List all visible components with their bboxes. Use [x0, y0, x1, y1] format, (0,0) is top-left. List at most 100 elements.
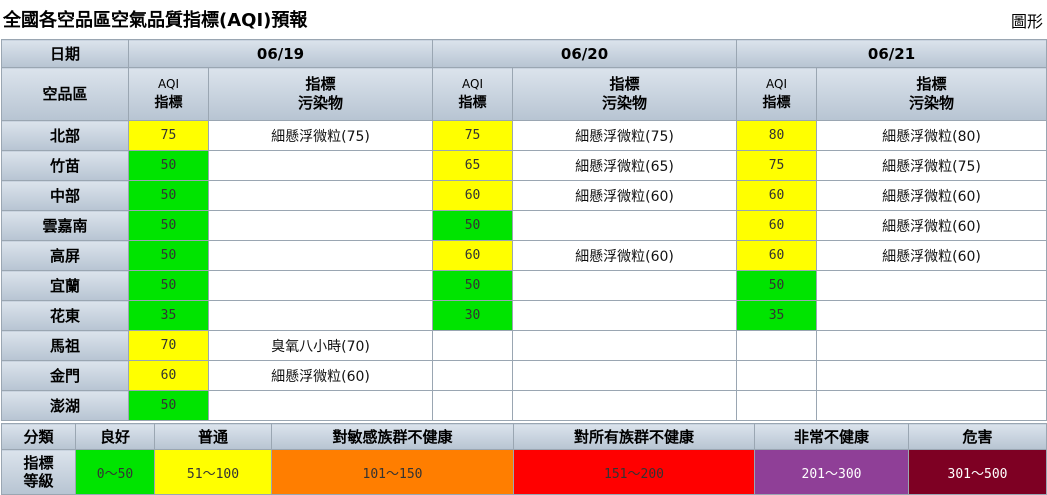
pollutant-value — [207, 210, 434, 241]
aqi-value: 50 — [736, 270, 818, 301]
pollutant-header-line2: 污染物 — [909, 94, 955, 112]
region-name: 雲嘉南 — [1, 210, 129, 241]
pollutant-header-line2: 污染物 — [602, 94, 648, 112]
pollutant-value — [512, 300, 738, 331]
aqi-value: 75 — [128, 120, 209, 151]
pollutant-value: 細懸浮微粒(65) — [512, 150, 738, 181]
pollutant-value — [207, 150, 434, 181]
pollutant-value — [512, 330, 738, 361]
level-name: 良好 — [75, 423, 155, 450]
pollutant-value — [207, 300, 434, 331]
aqi-value: 50 — [128, 240, 209, 271]
aqi-value: 60 — [736, 210, 818, 241]
aqi-header-line2: 指標 — [154, 95, 183, 111]
level-range: 51～100 — [154, 449, 272, 495]
level-label-line2: 等級 — [23, 472, 54, 490]
aqi-column-header: AQI 指標 — [432, 67, 514, 121]
aqi-value: 70 — [128, 330, 209, 361]
category-label: 分類 — [1, 423, 76, 450]
aqi-value: 60 — [736, 180, 818, 211]
region-name: 北部 — [1, 120, 129, 151]
region-name: 馬祖 — [1, 330, 129, 361]
date-label: 日期 — [1, 39, 129, 68]
region-row: 雲嘉南 50 50 60 細懸浮微粒(60) — [1, 210, 1047, 241]
region-name: 高屏 — [1, 240, 129, 271]
level-range: 201～300 — [754, 449, 909, 495]
aqi-value: 50 — [128, 390, 209, 421]
pollutant-value: 細懸浮微粒(75) — [207, 120, 434, 151]
level-label-line1: 指標 — [23, 454, 54, 472]
region-row: 竹苗 50 65 細懸浮微粒(65) 75 細懸浮微粒(75) — [1, 150, 1047, 181]
region-label: 空品區 — [1, 67, 129, 121]
pollutant-value — [816, 270, 1047, 301]
date-header: 06/21 — [736, 39, 1047, 68]
region-name: 中部 — [1, 180, 129, 211]
pollutant-value — [816, 360, 1047, 391]
region-row: 金門 60 細懸浮微粒(60) — [1, 360, 1047, 391]
date-header: 06/19 — [127, 39, 434, 68]
aqi-value: 60 — [432, 180, 514, 211]
pollutant-value: 細懸浮微粒(60) — [512, 180, 738, 211]
pollutant-value — [207, 270, 434, 301]
region-row: 花東 35 30 35 — [1, 300, 1047, 331]
pollutant-value — [207, 180, 434, 211]
level-name: 對所有族群不健康 — [513, 423, 755, 450]
level-name: 普通 — [154, 423, 272, 450]
aqi-value: 30 — [432, 300, 514, 331]
aqi-value: 35 — [128, 300, 209, 331]
aqi-value: 50 — [128, 270, 209, 301]
column-header-row: 空品區 AQI 指標 指標 污染物 AQI 指標 指標 污染物 AQI 指標 指標 污染物 — [1, 67, 1047, 121]
aqi-value: 50 — [128, 180, 209, 211]
legend-category-row: 分類 良好 普通 對敏感族群不健康 對所有族群不健康 非常不健康 危害 — [1, 423, 1047, 450]
pollutant-header-line1: 指標 — [916, 75, 947, 93]
aqi-value — [736, 330, 818, 361]
aqi-legend-table: 分類 良好 普通 對敏感族群不健康 對所有族群不健康 非常不健康 危害 指標 等級… — [1, 423, 1047, 495]
pollutant-value — [816, 390, 1047, 421]
pollutant-value: 細懸浮微粒(75) — [512, 120, 738, 151]
region-row: 高屏 50 60 細懸浮微粒(60) 60 細懸浮微粒(60) — [1, 240, 1047, 271]
region-name: 金門 — [1, 360, 129, 391]
aqi-value: 50 — [128, 150, 209, 181]
level-range: 301～500 — [908, 449, 1047, 495]
region-row: 北部 75 細懸浮微粒(75) 75 細懸浮微粒(75) 80 細懸浮微粒(80) — [1, 120, 1047, 151]
date-header-row: 日期 06/19 06/20 06/21 — [1, 39, 1047, 68]
aqi-header-line2: 指標 — [458, 95, 487, 111]
pollutant-value — [512, 210, 738, 241]
pollutant-value — [207, 390, 434, 421]
forecast-table: 日期 06/19 06/20 06/21 空品區 AQI 指標 指標 污染物 AQI… — [1, 39, 1047, 421]
legend-range-row: 指標 等級 0～50 51～100 101～150 151～200 201～300… — [1, 449, 1047, 495]
pollutant-column-header: 指標 污染物 — [207, 67, 434, 121]
pollutant-value: 細懸浮微粒(60) — [512, 240, 738, 271]
aqi-value: 75 — [432, 120, 514, 151]
chart-view-link[interactable]: 圖形 — [1010, 12, 1043, 31]
pollutant-value: 臭氧八小時(70) — [207, 330, 434, 361]
aqi-value: 75 — [736, 150, 818, 181]
aqi-value: 65 — [432, 150, 514, 181]
region-row: 馬祖 70 臭氧八小時(70) — [1, 330, 1047, 361]
region-name: 竹苗 — [1, 150, 129, 181]
aqi-header-line1: AQI — [462, 77, 483, 91]
region-row: 澎湖 50 — [1, 390, 1047, 421]
pollutant-header-line1: 指標 — [305, 75, 336, 93]
aqi-header-line1: AQI — [766, 77, 788, 91]
level-range: 101～150 — [271, 449, 514, 495]
region-row: 中部 50 60 細懸浮微粒(60) 60 細懸浮微粒(60) — [1, 180, 1047, 211]
aqi-value: 35 — [736, 300, 818, 331]
pollutant-value — [816, 330, 1047, 361]
aqi-value: 80 — [736, 120, 818, 151]
pollutant-value: 細懸浮微粒(75) — [816, 150, 1047, 181]
pollutant-value: 細懸浮微粒(60) — [816, 240, 1047, 271]
aqi-value: 60 — [736, 240, 818, 271]
pollutant-value — [512, 270, 738, 301]
pollutant-value: 細懸浮微粒(60) — [816, 180, 1047, 211]
aqi-value — [432, 360, 514, 391]
pollutant-header-line1: 指標 — [609, 75, 640, 93]
aqi-value: 50 — [432, 270, 514, 301]
region-row: 宜蘭 50 50 50 — [1, 270, 1047, 301]
level-label: 指標 等級 — [1, 449, 76, 495]
level-range: 0～50 — [75, 449, 155, 495]
aqi-column-header: AQI 指標 — [128, 67, 209, 121]
aqi-column-header: AQI 指標 — [736, 67, 818, 121]
region-name: 宜蘭 — [1, 270, 129, 301]
aqi-value — [736, 360, 818, 391]
